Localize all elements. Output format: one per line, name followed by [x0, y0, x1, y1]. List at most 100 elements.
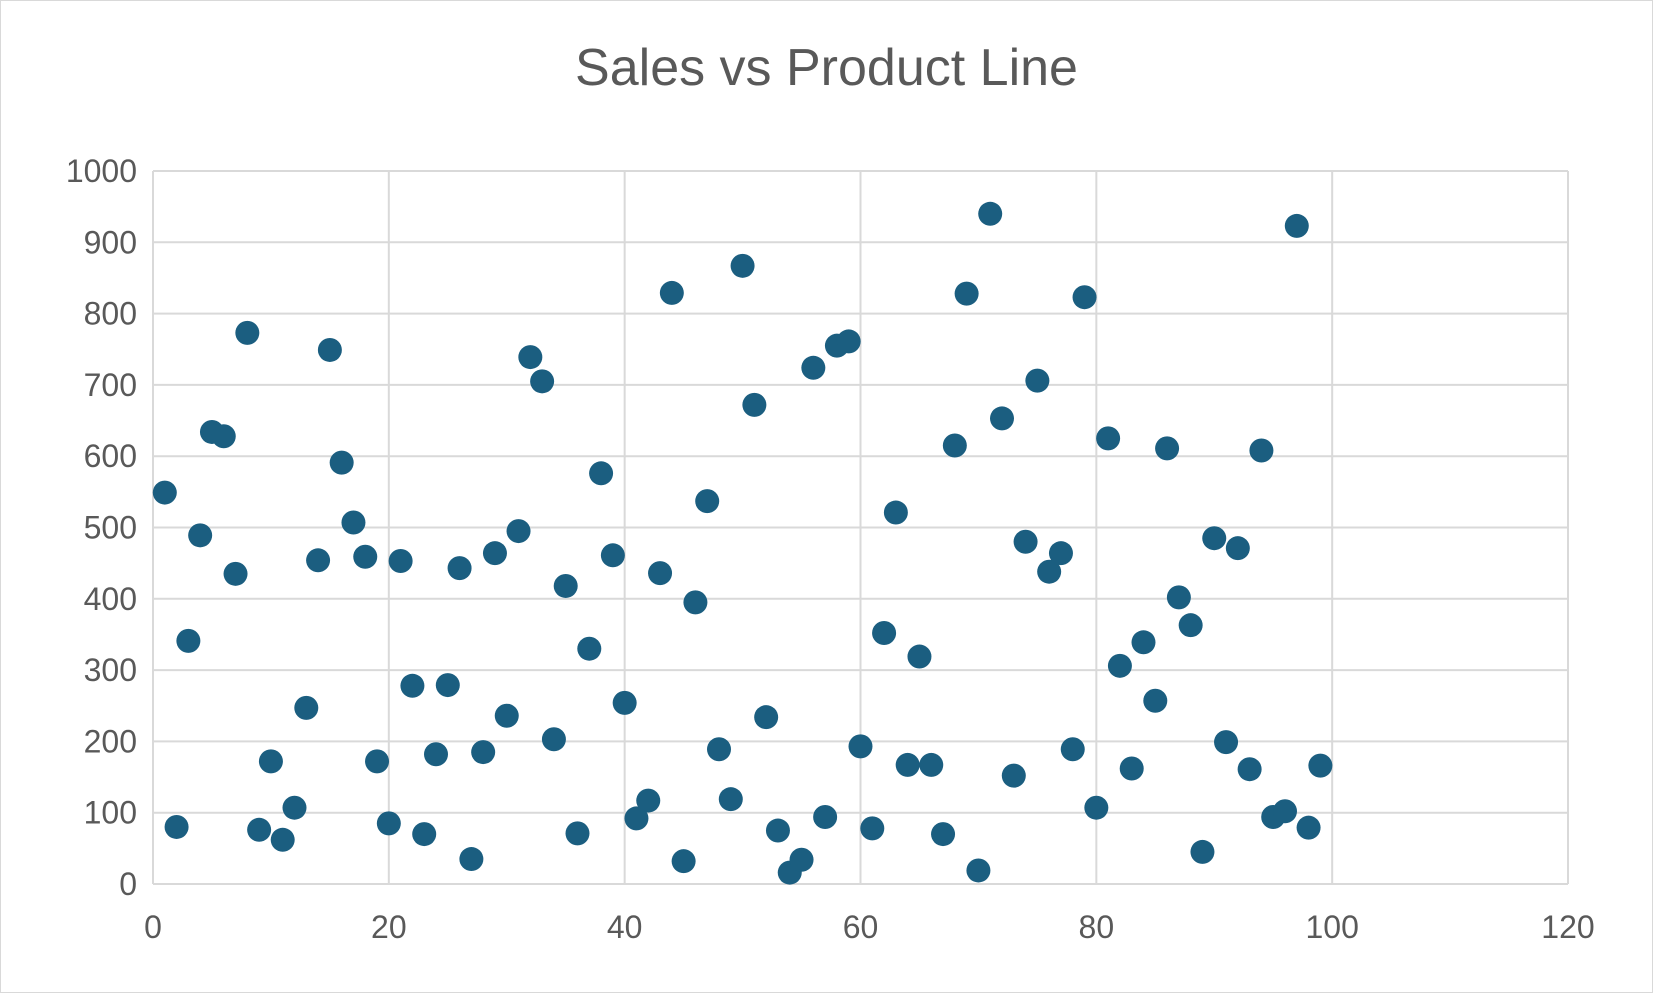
data-point — [188, 523, 213, 548]
data-point — [872, 621, 897, 646]
data-point — [553, 573, 578, 598]
data-point — [954, 281, 979, 306]
data-point — [1001, 763, 1026, 788]
data-point — [176, 628, 201, 653]
data-point — [400, 673, 425, 698]
data-point — [482, 541, 507, 566]
data-point — [671, 849, 696, 874]
x-tick-label: 100 — [1305, 909, 1358, 945]
data-point — [577, 636, 602, 661]
tick-labels: 0 100 200 300 400 500 600 700 800 900 1000 0 20 40 60 8… — [66, 153, 1595, 945]
data-point — [471, 740, 496, 765]
data-point — [801, 355, 826, 380]
x-tick-label: 60 — [843, 909, 879, 945]
data-point — [919, 752, 944, 777]
y-tick-label: 400 — [84, 581, 137, 617]
data-points — [152, 201, 1333, 885]
data-point — [424, 742, 448, 767]
data-point — [518, 345, 543, 370]
data-point — [589, 461, 614, 486]
data-point — [530, 369, 555, 394]
data-point — [707, 737, 731, 762]
data-point — [659, 280, 684, 305]
data-point — [1072, 285, 1097, 310]
data-point — [1166, 585, 1191, 610]
data-point — [164, 814, 189, 839]
data-point — [1237, 757, 1262, 782]
data-point — [270, 827, 295, 852]
data-point — [1131, 630, 1156, 655]
x-tick-label: 0 — [144, 909, 162, 945]
data-point — [600, 543, 625, 568]
data-point — [1273, 799, 1297, 824]
y-tick-label: 800 — [84, 296, 137, 332]
data-point — [1284, 213, 1309, 238]
data-point — [754, 705, 779, 730]
x-tick-label: 40 — [607, 909, 643, 945]
data-point — [329, 450, 354, 475]
data-point — [317, 337, 342, 362]
data-point — [1119, 756, 1144, 781]
data-point — [1225, 536, 1250, 561]
y-tick-label: 600 — [84, 438, 137, 474]
data-point — [1214, 730, 1239, 755]
y-tick-label: 900 — [84, 224, 137, 260]
data-point — [813, 804, 838, 829]
x-tick-label: 120 — [1541, 909, 1594, 945]
data-point — [1037, 559, 1062, 584]
y-tick-label: 0 — [119, 866, 137, 902]
x-tick-label: 80 — [1079, 909, 1115, 945]
data-point — [1190, 839, 1215, 864]
data-point — [506, 519, 531, 544]
data-point — [412, 822, 437, 847]
data-point — [1048, 541, 1073, 566]
data-point — [1143, 688, 1168, 713]
data-point — [223, 561, 248, 586]
data-point — [836, 329, 861, 354]
data-point — [742, 392, 767, 417]
data-point — [966, 858, 991, 883]
y-tick-label: 700 — [84, 367, 137, 403]
chart-title: Sales vs Product Line — [575, 39, 1078, 97]
data-point — [211, 424, 236, 449]
data-point — [942, 433, 967, 458]
y-tick-label: 200 — [84, 723, 137, 759]
data-point — [306, 548, 331, 573]
data-point — [730, 253, 755, 278]
y-tick-label: 500 — [84, 510, 137, 546]
data-point — [376, 811, 401, 836]
gridlines — [152, 170, 1569, 885]
y-tick-label: 1000 — [66, 153, 137, 189]
data-point — [895, 752, 920, 777]
data-point — [1060, 737, 1085, 762]
data-point — [258, 749, 283, 774]
data-point — [541, 727, 566, 752]
data-point — [883, 500, 908, 525]
data-point — [718, 787, 743, 812]
data-point — [990, 406, 1014, 431]
data-point — [353, 544, 378, 569]
data-point — [789, 847, 814, 872]
data-point — [565, 821, 590, 846]
data-point — [388, 549, 413, 574]
data-point — [978, 201, 1003, 226]
data-point — [931, 822, 956, 847]
data-point — [247, 817, 272, 842]
data-point — [683, 590, 708, 615]
data-point — [695, 489, 720, 514]
data-point — [1249, 438, 1274, 463]
data-point — [1155, 436, 1180, 461]
data-point — [447, 556, 472, 581]
data-point — [365, 749, 390, 774]
data-point — [294, 695, 319, 720]
data-point — [1107, 653, 1132, 678]
data-point — [848, 734, 873, 759]
data-point — [636, 788, 661, 813]
data-point — [860, 816, 885, 841]
data-point — [235, 320, 260, 345]
y-tick-label: 100 — [84, 795, 137, 831]
data-point — [1202, 526, 1227, 551]
y-tick-label: 300 — [84, 652, 137, 688]
data-point — [1308, 753, 1333, 778]
